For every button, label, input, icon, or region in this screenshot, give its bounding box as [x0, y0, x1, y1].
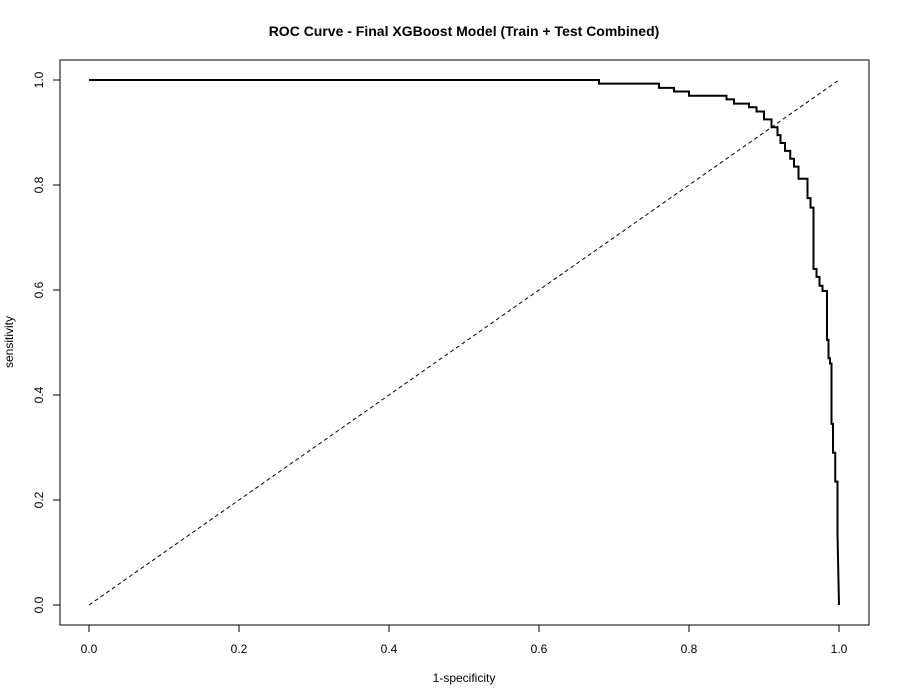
- x-axis-label: 1-specificity: [433, 671, 496, 685]
- x-tick-label: 0.6: [531, 642, 548, 656]
- roc-curve-line: [89, 79, 840, 606]
- y-tick-label: 0.6: [32, 281, 46, 298]
- series-layer: [88, 79, 840, 606]
- x-tick-label: 0.8: [681, 642, 698, 656]
- y-tick-label: 0.2: [32, 491, 46, 508]
- y-tick-label: 0.4: [32, 386, 46, 403]
- y-axis: 0.0 0.2 0.4 0.6 0.8 1.0: [32, 71, 61, 613]
- x-tick-label: 0.4: [381, 642, 398, 656]
- reference-diagonal-line: [88, 79, 840, 606]
- y-tick-label: 1.0: [32, 71, 46, 88]
- chart-title: ROC Curve - Final XGBoost Model (Train +…: [269, 23, 660, 39]
- y-tick-label: 0.0: [32, 596, 46, 613]
- x-axis: 0.0 0.2 0.4 0.6 0.8 1.0: [81, 624, 848, 656]
- y-tick-label: 0.8: [32, 176, 46, 193]
- x-tick-label: 1.0: [831, 642, 848, 656]
- x-tick-label: 0.2: [231, 642, 248, 656]
- x-tick-label: 0.0: [81, 642, 98, 656]
- y-axis-label: sensitivity: [2, 316, 16, 368]
